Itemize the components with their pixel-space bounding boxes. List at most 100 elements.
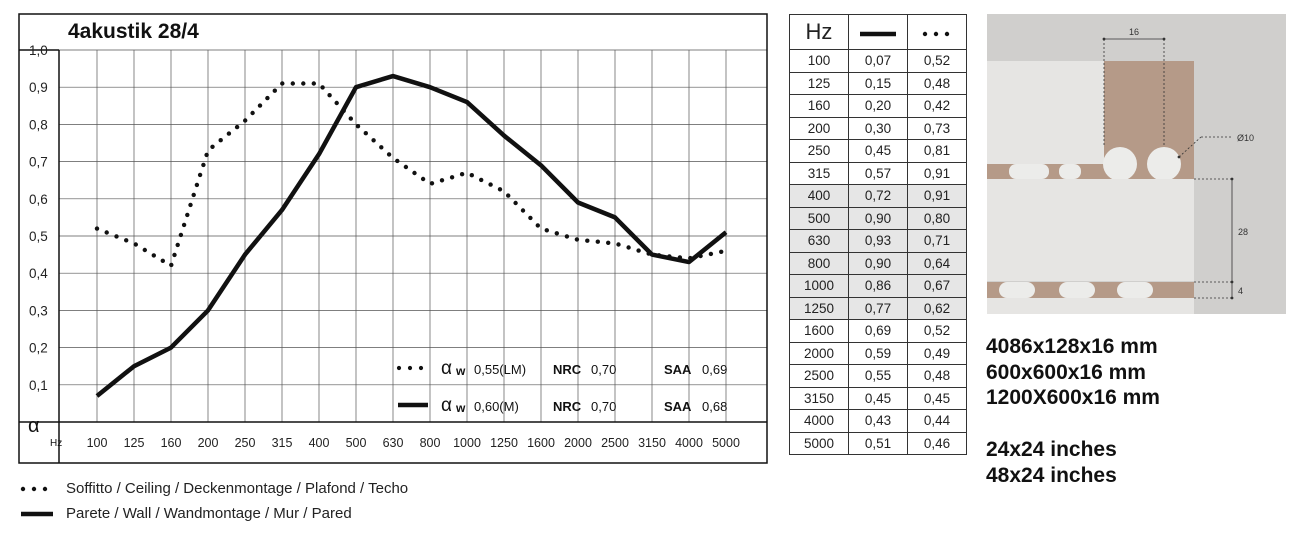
series-dot <box>280 81 285 86</box>
series-dot <box>188 202 193 208</box>
series-dot <box>412 170 417 176</box>
table-cell-hz: 3150 <box>789 386 849 410</box>
x-tick-label: 2500 <box>601 436 629 450</box>
x-tick-label: 200 <box>198 436 219 450</box>
table-cell-dotted: 0,48 <box>907 71 967 95</box>
table-cell-hz: 1250 <box>789 296 849 320</box>
series-dot <box>311 81 316 86</box>
series-dot <box>395 158 400 164</box>
x-tick-label: 630 <box>383 436 404 450</box>
x-tick-label: 800 <box>420 436 441 450</box>
inset-legend-solid: α w 0,60(M) NRC 0,70 SAA 0,68 <box>398 395 727 416</box>
dimension-line: 600x600x16 mm <box>986 360 1146 384</box>
table-cell-hz: 1600 <box>789 319 849 343</box>
series-dot <box>234 124 240 130</box>
x-tick-label: 1250 <box>490 436 518 450</box>
table-row: 4000 0,43 0,44 <box>789 409 967 433</box>
table-cell-solid: 0,90 <box>848 206 908 230</box>
dimension-line: 4086x128x16 mm <box>986 335 1158 358</box>
solid-line-symbol <box>860 31 896 37</box>
hole-strip <box>999 282 1035 298</box>
series-dot <box>616 242 621 247</box>
series-dot <box>210 144 215 149</box>
table-row: 200 0,30 0,73 <box>789 116 967 140</box>
series-dot <box>564 234 570 239</box>
dim-bottom-label: 4 <box>1238 286 1243 296</box>
y-tick-label: 1,0 <box>29 43 48 58</box>
alpha-w-subscript: w <box>455 364 466 378</box>
table-cell-hz: 250 <box>789 139 849 163</box>
series-dot <box>320 85 325 90</box>
dim-hole-label: Ø10 <box>1237 133 1254 143</box>
inset-legend: α w 0,55(LM) NRC 0,70 SAA 0,69 α w 0,60(… <box>396 358 727 416</box>
table-row: 800 0,90 0,64 <box>789 251 967 275</box>
legend-dot <box>407 365 413 371</box>
table-cell-dotted: 0,81 <box>907 139 967 163</box>
x-tick-label: 125 <box>124 436 145 450</box>
series-line-wall <box>95 73 728 398</box>
table-cell-solid: 0,55 <box>848 364 908 388</box>
x-tick-label: 2000 <box>564 436 592 450</box>
legend-ceiling-label: Soffitto / Ceiling / Deckenmontage / Pla… <box>66 480 409 497</box>
table-cell-dotted: 0,42 <box>907 94 967 118</box>
saa-label: SAA <box>664 399 692 414</box>
table-row: 2500 0,55 0,48 <box>789 364 967 388</box>
alpha-symbol: α <box>441 358 452 379</box>
table-cell-solid: 0,59 <box>848 341 908 365</box>
absorption-table: Hz 100 0,07 0,52 125 0,15 0,48 160 0,20 0,42 200 0… <box>789 14 967 455</box>
y-tick-label: 0,1 <box>29 378 48 393</box>
series-dot <box>191 192 196 198</box>
table-row: 160 0,20 0,42 <box>789 94 967 118</box>
series-dot <box>379 145 384 150</box>
series-dot <box>218 138 223 143</box>
series-dot <box>226 131 232 136</box>
table-cell-hz: 4000 <box>789 409 849 433</box>
saa-value: 0,68 <box>702 399 727 414</box>
series-dot <box>386 152 392 157</box>
table-cell-hz: 500 <box>789 206 849 230</box>
table-cell-solid: 0,30 <box>848 116 908 140</box>
legend-wall: Parete / Wall / Wandmontage / Mur / Pare… <box>20 505 352 522</box>
table-cell-hz: 100 <box>789 49 849 73</box>
series-dot <box>204 152 209 158</box>
series-dot <box>194 182 200 188</box>
hole-right <box>1147 147 1181 181</box>
dimension-line: 24x24 inches <box>986 438 1117 461</box>
series-dot <box>479 177 484 183</box>
table-cell-dotted: 0,91 <box>907 184 967 208</box>
x-tick-label: 250 <box>235 436 256 450</box>
table-cell-dotted: 0,91 <box>907 161 967 185</box>
series-dot <box>348 116 353 121</box>
x-tick-label: 5000 <box>712 436 740 450</box>
dimensions-inches: 24x24 inches 48x24 inches <box>986 437 1117 488</box>
table-cell-solid: 0,15 <box>848 71 908 95</box>
series-dot <box>528 215 533 221</box>
series-dot <box>554 231 559 236</box>
series-dot <box>506 193 511 198</box>
series-dot <box>142 247 147 253</box>
nrc-value: 0,70 <box>591 399 616 414</box>
series-dot <box>355 124 361 129</box>
x-tick-label: 315 <box>272 436 293 450</box>
series-dot <box>327 93 332 98</box>
series-dot <box>403 164 409 170</box>
dimension-line: 1200X600x16 mm <box>986 386 1160 409</box>
table-cell-hz: 125 <box>789 71 849 95</box>
series-dot <box>488 182 493 187</box>
table-cell-dotted: 0,73 <box>907 116 967 140</box>
series-dot <box>544 228 549 233</box>
series-dot <box>169 262 174 268</box>
series-dot <box>719 249 724 254</box>
table-cell-dotted: 0,49 <box>907 341 967 365</box>
dimension-line: 48x24 inches <box>986 463 1117 487</box>
table-cell-dotted: 0,48 <box>907 364 967 388</box>
series-dot <box>257 103 263 108</box>
series-dot <box>513 200 518 206</box>
table-cell-solid: 0,86 <box>848 274 908 298</box>
dimensions-mm: 4086x128x16 mm 600x600x16 mm 1200X600x16… <box>986 334 1160 411</box>
series-dot <box>175 242 180 248</box>
table-cell-solid: 0,77 <box>848 296 908 320</box>
chart-frame <box>18 13 768 464</box>
series-dot <box>104 230 109 235</box>
absorption-chart: 4akustik 28/4 α Hz 0,1 0,2 0,3 0,4 0,5 0,6 0,7… <box>18 13 768 464</box>
